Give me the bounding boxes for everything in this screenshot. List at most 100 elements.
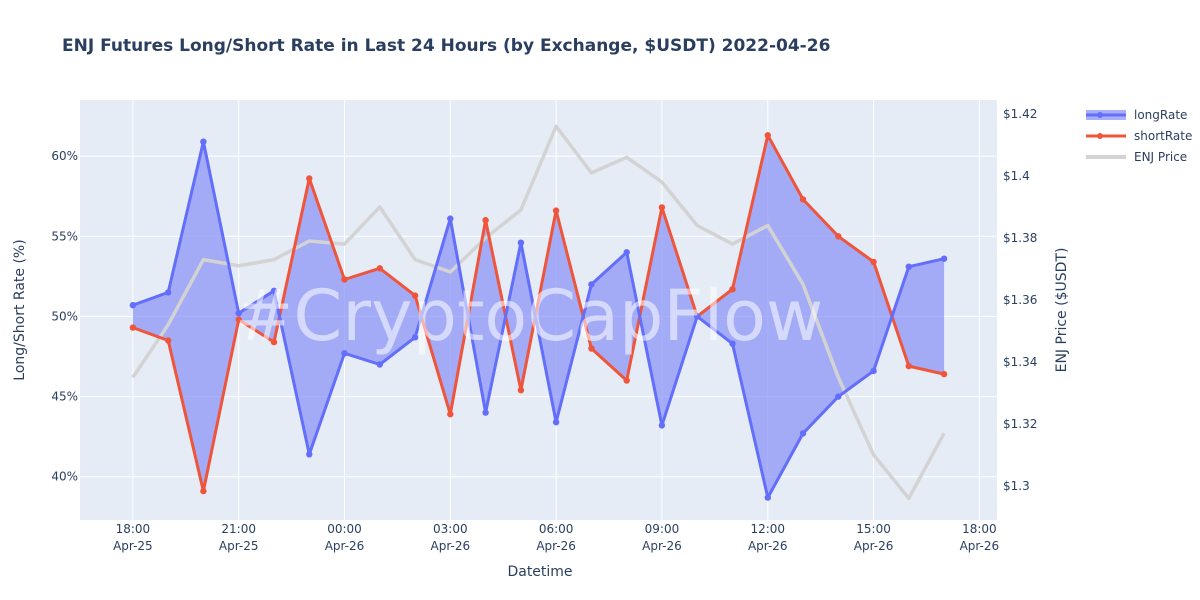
longrate-point (658, 422, 666, 429)
shortrate-point (270, 338, 278, 346)
watermark-text: #CryptoCapFlow (235, 275, 823, 357)
y-axis-left: 40% 45% 50% 55% 60% (51, 149, 78, 484)
shortrate-point (341, 276, 348, 283)
y-axis-right: $1.3 $1.32 $1.34 $1.36 $1.38 $1.4 $1.42 (1003, 107, 1037, 493)
x-tick-date: Apr-25 (113, 539, 153, 553)
shortrate-point (411, 292, 419, 299)
shortrate-point (658, 204, 666, 211)
longrate-point (129, 302, 137, 309)
shortrate-point (729, 286, 736, 293)
y2-tick-label: $1.36 (1003, 293, 1037, 307)
y2-tick-label: $1.34 (1003, 355, 1037, 369)
longrate-point (729, 340, 736, 347)
x-tick-time: 18:00 (116, 522, 151, 536)
longrate-point (835, 393, 842, 400)
x-tick-date: Apr-26 (960, 539, 1000, 553)
legend-marker (1097, 112, 1103, 118)
y-tick-label: 40% (51, 470, 78, 484)
longrate-point (694, 313, 701, 320)
legend-label: shortRate (1134, 129, 1192, 143)
y-tick-label: 60% (51, 149, 78, 163)
longrate-point (552, 419, 560, 426)
longrate-point (341, 350, 348, 357)
x-tick-time: 00:00 (327, 522, 362, 536)
x-tick-time: 21:00 (221, 522, 256, 536)
longrate-point (306, 451, 313, 458)
longrate-point (270, 287, 278, 294)
shortrate-point (940, 370, 948, 378)
legend-item-shortrate[interactable]: shortRate (1086, 129, 1192, 143)
shortrate-point (447, 411, 454, 418)
y2-tick-label: $1.38 (1003, 231, 1037, 245)
y2-axis-title: ENJ Price ($USDT) (1054, 248, 1070, 373)
legend-item-longrate[interactable]: longRate (1086, 108, 1187, 122)
x-tick-time: 12:00 (750, 522, 785, 536)
x-tick-date: Apr-26 (854, 539, 894, 553)
shortrate-point (517, 387, 525, 394)
x-tick-time: 18:00 (962, 522, 997, 536)
longrate-point (799, 430, 807, 437)
longrate-point (870, 367, 877, 375)
longrate-point (411, 334, 419, 341)
longrate-point (235, 310, 242, 317)
long-short-fill-area (132, 135, 945, 498)
legend-label: ENJ Price (1134, 150, 1187, 164)
shortrate-point (835, 233, 842, 240)
shortrate-point (165, 337, 172, 344)
shortrate-point (306, 175, 313, 182)
legend[interactable]: longRate shortRate ENJ Price (1086, 108, 1192, 164)
shortrate-point (588, 345, 595, 352)
longrate-line (132, 140, 945, 500)
legend-marker (1097, 133, 1103, 139)
shortrate-point (905, 362, 912, 370)
enj-price-line (131, 124, 946, 501)
longrate-point (165, 289, 172, 296)
long-short-fill (132, 135, 945, 498)
shortrate-point (200, 487, 207, 495)
longrate-point (940, 255, 948, 262)
x-tick-date: Apr-26 (431, 539, 471, 553)
x-tick-date: Apr-26 (325, 539, 365, 553)
x-tick-date: Apr-26 (536, 539, 576, 553)
shortrate-point (482, 217, 489, 224)
price-series (131, 124, 946, 501)
y-tick-label: 55% (51, 229, 78, 243)
x-axis-title: Datetime (507, 564, 572, 580)
y2-tick-label: $1.4 (1003, 169, 1030, 183)
y-axis-title: Long/Short Rate (%) (12, 239, 28, 380)
longrate-point (905, 263, 912, 270)
x-tick-time: 09:00 (645, 522, 680, 536)
long-series (129, 138, 948, 501)
x-tick-time: 15:00 (856, 522, 891, 536)
chart-title: ENJ Futures Long/Short Rate in Last 24 H… (62, 36, 830, 56)
longrate-point (482, 409, 489, 416)
shortrate-point (764, 132, 771, 139)
shortrate-point (870, 258, 877, 266)
longrate-point (376, 361, 383, 368)
x-tick-date: Apr-26 (642, 539, 682, 553)
y2-tick-label: $1.42 (1003, 107, 1037, 121)
legend-label: longRate (1134, 108, 1187, 122)
y2-tick-label: $1.32 (1003, 417, 1037, 431)
x-tick-time: 03:00 (433, 522, 468, 536)
shortrate-point (623, 377, 630, 384)
shortrate-point (129, 324, 137, 331)
longrate-point (764, 494, 771, 501)
shortrate-point (235, 316, 242, 323)
x-tick-date: Apr-26 (748, 539, 788, 553)
y-tick-label: 45% (51, 390, 78, 404)
shortrate-line (132, 133, 945, 493)
x-axis: 18:00 Apr-25 21:00 Apr-25 00:00 Apr-26 03:00 Ap… (113, 522, 999, 553)
longrate-point (447, 215, 454, 222)
y2-tick-label: $1.3 (1003, 479, 1030, 493)
x-tick-time: 06:00 (539, 522, 574, 536)
longrate-point (623, 249, 630, 256)
shortrate-point (552, 207, 560, 214)
x-tick-date: Apr-25 (219, 539, 259, 553)
shortrate-point (376, 265, 383, 272)
legend-item-enj-price[interactable]: ENJ Price (1086, 150, 1187, 164)
y-tick-label: 50% (51, 309, 78, 323)
longrate-point (517, 239, 525, 246)
